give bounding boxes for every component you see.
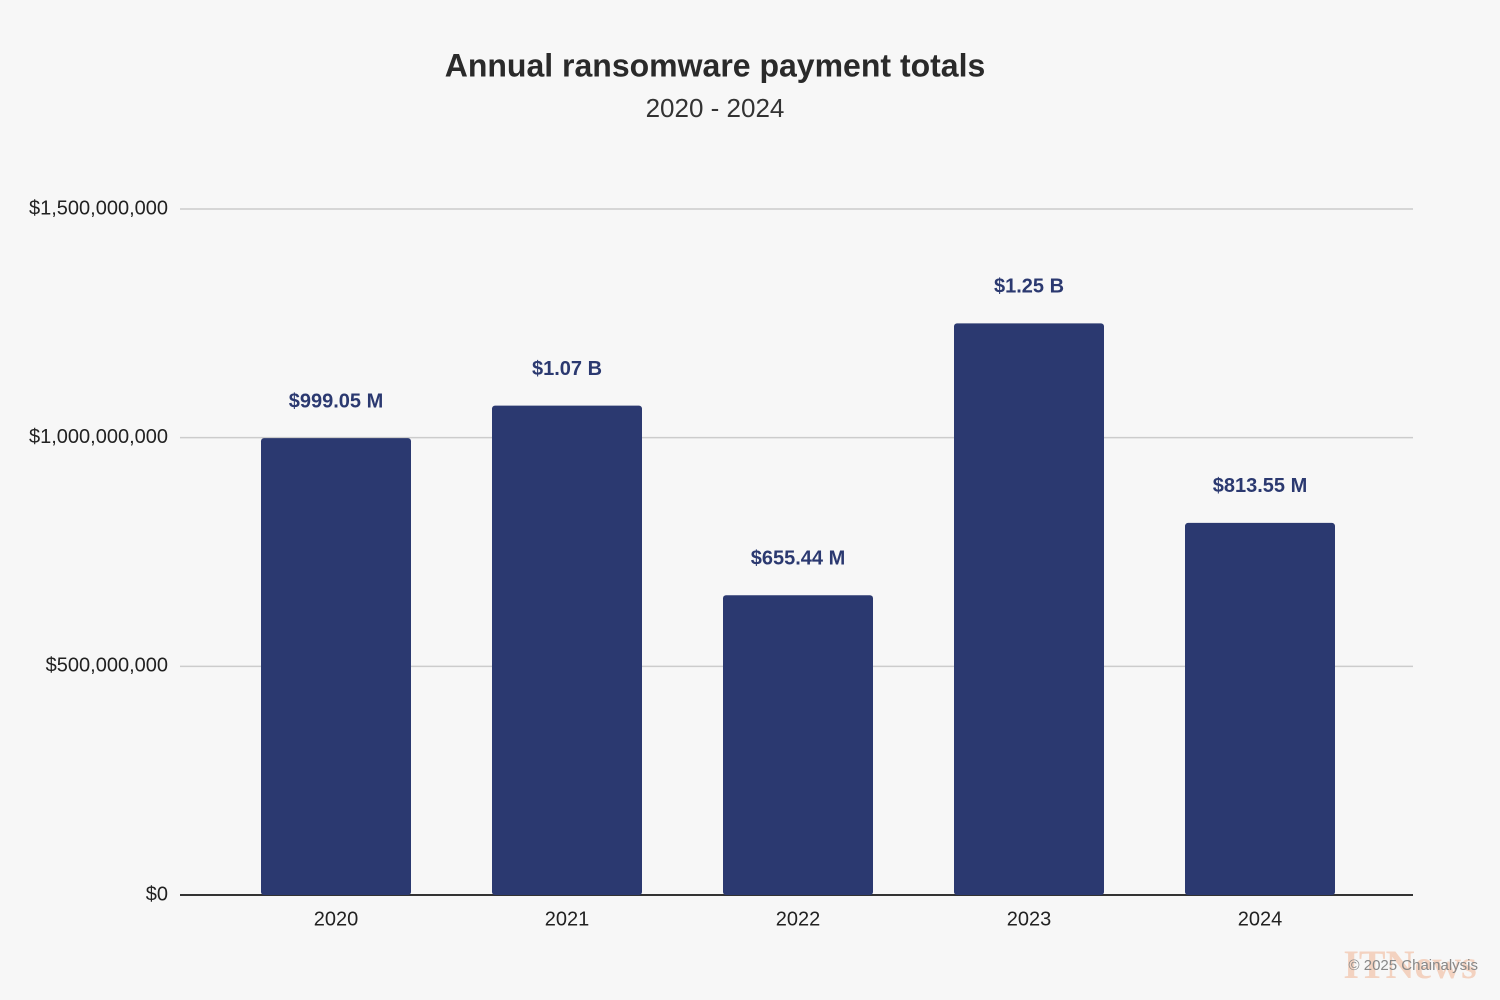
x-tick-label: 2021	[545, 908, 590, 930]
value-label: $655.44 M	[751, 548, 846, 570]
x-tick-label: 2023	[1007, 908, 1052, 930]
chart-title: Annual ransomware payment totals	[445, 47, 986, 83]
value-label: $1.25 B	[994, 276, 1064, 298]
bar	[261, 438, 411, 895]
y-tick-label: $0	[146, 883, 168, 905]
y-tick-label: $1,500,000,000	[29, 197, 168, 219]
watermark: ITNews	[1343, 942, 1476, 987]
x-tick-label: 2022	[776, 908, 821, 930]
bar	[954, 323, 1104, 895]
chart-subtitle: 2020 - 2024	[646, 93, 785, 123]
x-tick-label: 2020	[314, 908, 359, 930]
value-label: $1.07 B	[532, 358, 602, 380]
value-label: $813.55 M	[1213, 475, 1308, 497]
bar	[1185, 522, 1335, 895]
bar	[723, 595, 873, 895]
bar	[492, 405, 642, 895]
y-tick-label: $500,000,000	[46, 655, 168, 677]
value-label: $999.05 M	[289, 390, 384, 412]
x-tick-label: 2024	[1238, 908, 1283, 930]
y-tick-label: $1,000,000,000	[29, 426, 168, 448]
footer: © 2025 Chainalysis	[1349, 957, 1478, 974]
